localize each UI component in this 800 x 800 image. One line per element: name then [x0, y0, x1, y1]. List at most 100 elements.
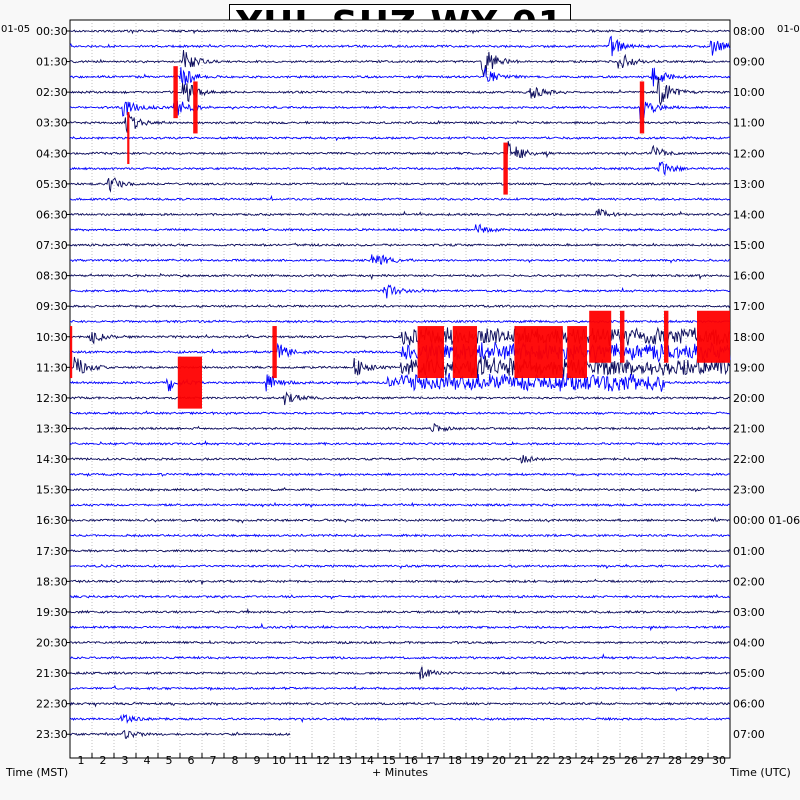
left-hour-label: 07:30 — [36, 239, 68, 252]
right-hour-label: 13:00 — [733, 178, 765, 191]
right-axis-label: Time (UTC) — [729, 766, 791, 779]
x-tick-label: 11 — [294, 754, 308, 767]
x-tick-label: 6 — [188, 754, 195, 767]
trace-row — [69, 28, 731, 35]
trace-row — [69, 303, 731, 309]
left-hour-label: 06:30 — [36, 208, 68, 221]
clipped-segment — [70, 326, 73, 379]
x-tick-label: 7 — [210, 754, 217, 767]
right-hour-label: 09:00 — [733, 56, 765, 69]
right-hour-label: 21:00 — [733, 422, 765, 435]
trace-row — [69, 284, 731, 299]
x-tick-label: 13 — [338, 754, 352, 767]
x-tick-label: 25 — [602, 754, 616, 767]
right-hour-label: 07:00 — [733, 728, 765, 741]
left-date-label: 01-05 — [1, 24, 30, 35]
axes: 1 2 3 4 5 6 7 8 9 10 11 12 13 14 15 16 17 18 19 20 21 22 23 24 2… — [36, 25, 800, 767]
trace-row — [69, 242, 731, 247]
trace-row — [69, 100, 731, 120]
right-hour-label: 03:00 — [733, 606, 765, 619]
x-tick-label: 30 — [712, 754, 726, 767]
left-hour-label: 04:30 — [36, 147, 68, 160]
left-axis-label: Time (MST) — [5, 766, 68, 779]
trace-row — [69, 422, 731, 433]
right-hour-label: 02:00 — [733, 575, 765, 588]
x-tick-label: 17 — [426, 754, 440, 767]
x-tick-label: 27 — [646, 754, 660, 767]
x-tick-label: 29 — [690, 754, 704, 767]
right-hour-label: 08:00 — [733, 25, 765, 38]
left-hour-label: 09:30 — [36, 300, 68, 313]
left-hour-label: 13:30 — [36, 422, 68, 435]
right-hour-label: 11:00 — [733, 117, 765, 130]
trace-row — [69, 194, 731, 202]
trace-row — [69, 254, 731, 265]
trace-row — [69, 730, 291, 739]
clipped-segment — [177, 356, 202, 409]
clipped-segment — [589, 310, 612, 363]
trace-row — [70, 472, 731, 478]
clipped-segment — [514, 326, 563, 379]
x-tick-label: 9 — [254, 754, 261, 767]
trace-row — [69, 208, 731, 217]
clipped-segment — [173, 66, 178, 119]
clipped-segment — [417, 326, 444, 379]
clipped-segment — [567, 326, 587, 379]
left-hour-label: 12:30 — [36, 392, 68, 405]
trace-row — [69, 516, 731, 524]
left-hour-label: 02:30 — [36, 86, 68, 99]
trace-row — [69, 50, 731, 77]
x-tick-label: 24 — [580, 754, 594, 767]
trace-row — [69, 454, 731, 464]
left-hour-label: 11:30 — [36, 361, 68, 374]
right-hour-label: 04:00 — [733, 637, 765, 650]
clipped-segment — [127, 112, 130, 165]
trace-row — [69, 161, 731, 177]
x-tick-label: 20 — [492, 754, 506, 767]
clipped-segment — [697, 310, 730, 363]
x-tick-label: 3 — [122, 754, 129, 767]
x-tick-label: 26 — [624, 754, 638, 767]
x-tick-label: 18 — [448, 754, 462, 767]
x-tick-label: 1 — [78, 754, 85, 767]
clipped-segment — [193, 81, 198, 134]
trace-row — [69, 563, 731, 570]
trace-row — [69, 653, 731, 660]
trace-row — [69, 701, 731, 708]
trace-row — [69, 684, 731, 692]
left-hour-label: 16:30 — [36, 514, 68, 527]
trace-row — [69, 607, 731, 615]
trace-row — [69, 548, 731, 553]
right-hour-label: 18:00 — [733, 331, 765, 344]
x-tick-label: 10 — [272, 754, 286, 767]
left-hour-label: 20:30 — [36, 637, 68, 650]
right-hour-label: 22:00 — [733, 453, 765, 466]
clipped-segment — [452, 326, 477, 379]
right-hour-label: 10:00 — [733, 86, 765, 99]
left-hour-label: 08:30 — [36, 270, 68, 283]
x-tick-label: 2 — [100, 754, 107, 767]
right-hour-label: 20:00 — [733, 392, 765, 405]
trace-row — [69, 439, 730, 447]
right-hour-label: 23:00 — [733, 484, 765, 497]
x-tick-label: 12 — [316, 754, 330, 767]
left-hour-label: 21:30 — [36, 667, 68, 680]
trace-row — [69, 713, 731, 724]
trace-row — [69, 272, 731, 281]
left-hour-label: 18:30 — [36, 575, 68, 588]
right-hour-label: 06:00 — [733, 698, 765, 711]
right-hour-label: 01:00 — [733, 545, 765, 558]
x-tick-label: 8 — [232, 754, 239, 767]
left-hour-label: 22:30 — [36, 698, 68, 711]
left-hour-label: 19:30 — [36, 606, 68, 619]
left-hour-label: 17:30 — [36, 545, 68, 558]
trace-row — [69, 135, 731, 142]
left-hour-label: 15:30 — [36, 484, 68, 497]
trace-row — [69, 177, 731, 193]
trace-row — [69, 223, 731, 233]
x-tick-label: 16 — [404, 754, 418, 767]
clipped-segments — [70, 66, 730, 409]
clipped-segment — [620, 310, 625, 363]
